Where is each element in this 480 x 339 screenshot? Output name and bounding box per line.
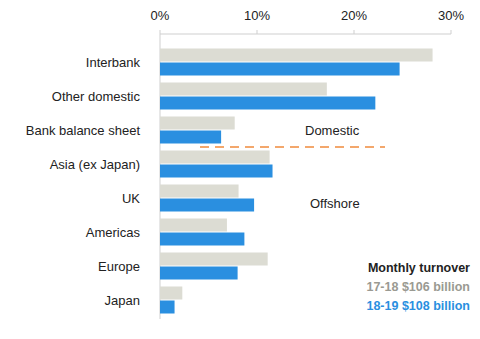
bar xyxy=(160,301,175,314)
bar xyxy=(160,253,268,266)
bar xyxy=(160,151,270,164)
bar xyxy=(160,97,375,110)
chart: 0% 10% 20% 30% Interbank Other domestic Bank b… xyxy=(0,0,480,339)
bar xyxy=(160,83,327,96)
x-axis-line xyxy=(160,34,451,35)
bar xyxy=(160,117,235,130)
category-label: UK xyxy=(122,191,140,206)
bar xyxy=(160,233,244,246)
x-tick xyxy=(160,30,161,34)
bar xyxy=(160,199,254,212)
x-tick xyxy=(451,30,452,34)
legend-title: Monthly turnover xyxy=(368,261,470,275)
category-label: Other domestic xyxy=(52,89,141,104)
category-label: Americas xyxy=(86,225,141,240)
x-tick xyxy=(257,30,258,34)
bar xyxy=(160,267,238,280)
bar xyxy=(160,131,221,144)
bar xyxy=(160,287,182,300)
category-label: Asia (ex Japan) xyxy=(50,157,140,172)
x-tick-label: 0% xyxy=(151,8,170,23)
bar xyxy=(160,165,273,178)
category-label: Europe xyxy=(98,259,140,274)
bar xyxy=(160,185,239,198)
group-annotation: Offshore xyxy=(310,196,360,211)
category-label: Interbank xyxy=(86,55,141,70)
category-label: Japan xyxy=(105,293,140,308)
x-tick-label: 30% xyxy=(438,8,464,23)
group-annotation: Domestic xyxy=(305,123,360,138)
group-divider xyxy=(200,146,385,148)
bar xyxy=(160,49,433,62)
bar xyxy=(160,219,227,232)
category-label: Bank balance sheet xyxy=(26,123,141,138)
x-tick-label: 10% xyxy=(244,8,270,23)
x-tick xyxy=(354,30,355,34)
legend-entry: 18-19 $108 billion xyxy=(366,299,470,313)
bar xyxy=(160,63,400,76)
legend-entry: 17-18 $106 billion xyxy=(366,280,470,294)
x-tick-label: 20% xyxy=(341,8,367,23)
